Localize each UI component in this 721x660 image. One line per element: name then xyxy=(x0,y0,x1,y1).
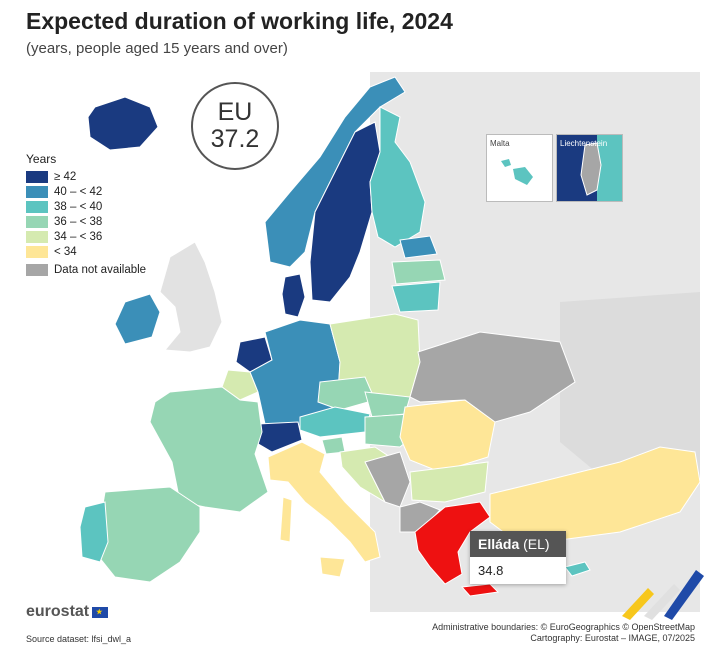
legend-item[interactable]: < 34 xyxy=(26,244,146,259)
legend-label: < 34 xyxy=(54,245,77,258)
legend-swatch xyxy=(26,185,48,198)
inset-label: Liechtenstein xyxy=(560,139,608,148)
page-subtitle: (years, people aged 15 years and over) xyxy=(26,40,288,57)
tooltip-country-code: (EL) xyxy=(523,536,550,552)
legend-swatch xyxy=(26,230,48,243)
country-estonia[interactable] xyxy=(399,235,438,259)
legend-item[interactable]: 38 – < 40 xyxy=(26,199,146,214)
country-belgium[interactable] xyxy=(221,369,259,401)
tooltip-value: 34.8 xyxy=(470,557,566,584)
legend-label: 36 – < 38 xyxy=(54,215,103,228)
country-bulgaria[interactable] xyxy=(409,461,489,503)
country-latvia[interactable] xyxy=(391,259,446,285)
country-italy-sicily[interactable] xyxy=(319,556,346,578)
country-czechia[interactable] xyxy=(317,376,376,411)
legend-label: 38 – < 40 xyxy=(54,200,103,213)
eu-average-badge: EU 37.2 xyxy=(191,82,279,170)
legend-title: Years xyxy=(26,152,57,166)
credits: Administrative boundaries: © EuroGeograp… xyxy=(432,622,695,644)
eu-label: EU xyxy=(217,98,253,126)
legend-swatch xyxy=(26,170,48,183)
inset-malta[interactable]: Malta xyxy=(486,134,553,202)
country-greece-crete[interactable] xyxy=(460,583,500,597)
brand-text: eurostat xyxy=(26,603,90,620)
legend-label: 40 – < 42 xyxy=(54,185,103,198)
eu-value: 37.2 xyxy=(210,125,260,153)
country-uk xyxy=(159,241,223,353)
country-tooltip: Elláda (EL) 34.8 xyxy=(470,531,566,584)
credits-cartography: Cartography: Eurostat – IMAGE, 07/2025 xyxy=(530,633,695,643)
country-slovakia[interactable] xyxy=(364,391,411,418)
legend-item[interactable]: ≥ 42 xyxy=(26,169,146,184)
country-iceland[interactable] xyxy=(87,96,159,151)
legend-swatch xyxy=(26,263,48,276)
liechtenstein-shape xyxy=(557,135,622,201)
country-greece[interactable] xyxy=(414,501,491,585)
country-lithuania[interactable] xyxy=(391,281,441,313)
credits-boundaries: Administrative boundaries: © EuroGeograp… xyxy=(432,622,695,632)
country-italy-sardinia[interactable] xyxy=(279,496,293,543)
legend-swatch xyxy=(26,215,48,228)
legend-swatch xyxy=(26,245,48,258)
tooltip-header: Elláda (EL) xyxy=(470,531,566,557)
legend-item[interactable]: 40 – < 42 xyxy=(26,184,146,199)
country-spain[interactable] xyxy=(94,486,201,583)
country-portugal[interactable] xyxy=(79,501,109,563)
legend-item[interactable]: 36 – < 38 xyxy=(26,214,146,229)
legend-label: ≥ 42 xyxy=(54,170,77,183)
country-sweden[interactable] xyxy=(309,121,381,303)
inset-liechtenstein[interactable]: Liechtenstein xyxy=(556,134,623,202)
legend-item-na[interactable]: Data not available xyxy=(26,262,146,277)
country-ireland[interactable] xyxy=(114,293,161,345)
country-ukraine xyxy=(409,331,576,423)
eu-flag-icon xyxy=(92,606,109,618)
country-france[interactable] xyxy=(149,386,269,513)
country-cyprus[interactable] xyxy=(564,561,591,577)
non-eu-east xyxy=(560,292,700,492)
tooltip-country-name: Elláda xyxy=(478,536,520,552)
legend: Years ≥ 42 40 – < 42 38 – < 40 36 – < 38… xyxy=(26,152,146,277)
eurostat-logo[interactable]: eurostat xyxy=(26,603,109,621)
country-italy[interactable] xyxy=(267,441,381,563)
image-logo-icon xyxy=(622,570,704,620)
inset-label: Malta xyxy=(490,139,510,148)
legend-label: Data not available xyxy=(54,263,147,276)
malta-shape xyxy=(501,159,533,185)
legend-swatch xyxy=(26,200,48,213)
page-title: Expected duration of working life, 2024 xyxy=(26,8,453,34)
source-dataset[interactable]: Source dataset: lfsi_dwl_a xyxy=(26,634,132,644)
legend-label: 34 – < 36 xyxy=(54,230,103,243)
legend-item[interactable]: 34 – < 36 xyxy=(26,229,146,244)
country-denmark[interactable] xyxy=(281,273,306,318)
